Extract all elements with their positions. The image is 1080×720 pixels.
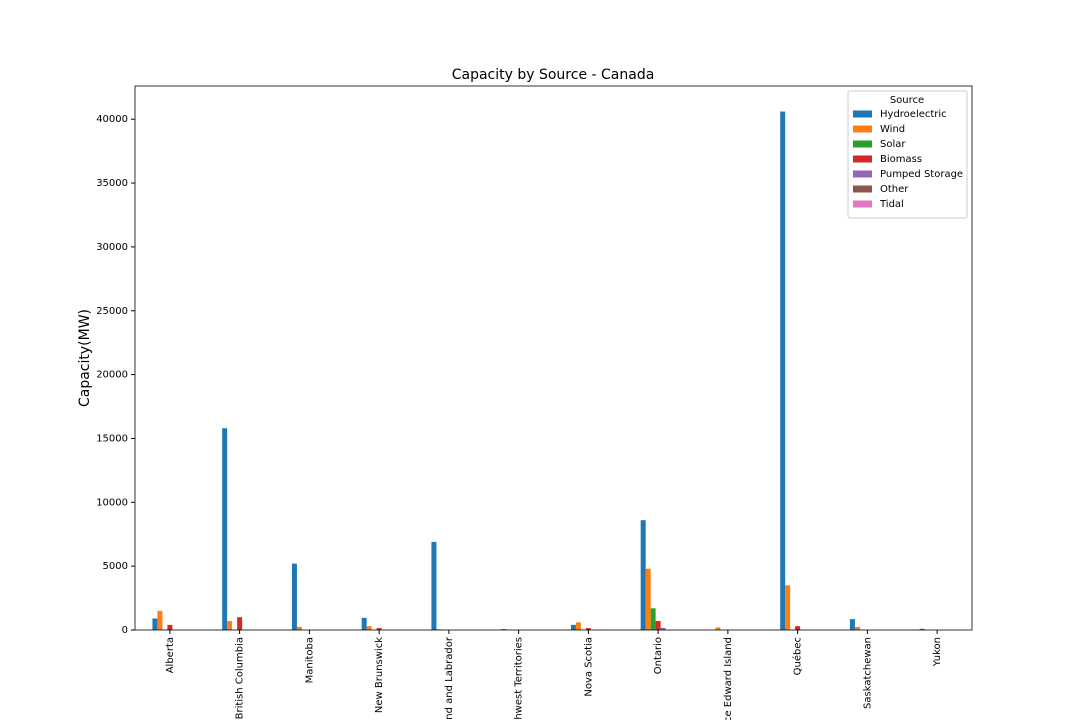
y-tick-label: 35000 [96,178,128,189]
y-tick-label: 30000 [96,242,128,253]
legend-label: Other [880,184,909,195]
bar [570,624,576,630]
bar [854,626,860,630]
x-tick-label: Ontario [653,637,664,674]
legend-label: Solar [880,139,906,150]
legend-swatch [853,155,872,163]
y-tick-label: 0 [122,625,128,636]
bar [167,624,173,630]
bar [655,621,661,630]
bar [660,627,666,630]
bar [650,608,656,630]
bar [296,626,302,630]
bar [501,629,507,630]
legend-swatch [853,125,872,133]
bar [237,617,243,630]
x-tick-label: Saskatchewan [862,637,873,709]
bar [291,563,297,630]
bar [795,626,801,630]
bar [640,520,646,630]
legend-label: Hydroelectric [880,109,947,120]
bar [152,618,158,630]
legend-label: Biomass [880,154,922,165]
bar [780,111,786,630]
x-tick-label: British Columbia [235,637,246,719]
x-tick-label: New Brunswick [374,637,385,713]
y-tick-label: 10000 [96,497,128,508]
legend-label: Pumped Storage [880,169,963,180]
x-tick-label: Manitoba [304,637,315,683]
legend-label: Tidal [879,199,904,210]
bar [431,541,437,630]
legend-swatch [853,170,872,178]
y-tick-label: 20000 [96,370,128,381]
bar [919,628,925,630]
x-tick-label: Prince Edward Island [723,637,734,720]
y-axis-label: Capacity(MW) [77,309,93,407]
bar [849,619,855,630]
legend-swatch [853,110,872,118]
bar [157,610,163,630]
legend-box [847,90,968,219]
bar [222,428,228,630]
y-tick-label: 15000 [96,433,128,444]
x-tick-label: Québec [792,637,804,675]
bar [227,621,233,630]
legend-swatch [853,200,872,208]
x-tick-label: Alberta [165,637,176,673]
bar [376,628,382,630]
chart-title: Capacity by Source - Canada [452,67,655,83]
bar [585,628,591,630]
legend-title: Source [890,95,924,106]
bar [361,617,367,630]
bar [575,622,581,630]
legend-swatch [853,185,872,193]
y-tick-label: 40000 [96,114,128,125]
bar [645,568,651,630]
legend-swatch [853,140,872,148]
y-tick-label: 25000 [96,306,128,317]
bar [785,585,791,630]
legend-label: Wind [880,124,905,135]
plot-frame [134,85,973,631]
x-tick-label: Newfoundland and Labrador [444,636,455,720]
bar [715,627,721,630]
y-tick-label: 5000 [103,561,128,572]
x-tick-label: Nova Scotia [583,637,594,697]
x-tick-label: Yukon [932,637,943,667]
x-tick-label: Northwest Territories [514,637,525,720]
bar [366,626,372,630]
